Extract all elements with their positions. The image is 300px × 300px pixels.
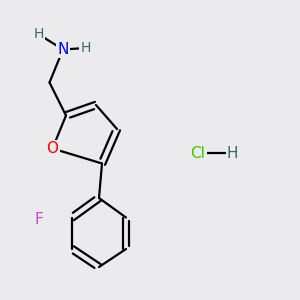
Text: Cl: Cl: [190, 146, 206, 160]
Text: N: N: [57, 42, 69, 57]
Text: H: H: [227, 146, 238, 160]
Text: O: O: [46, 141, 58, 156]
Text: H: H: [80, 41, 91, 55]
Text: H: H: [34, 28, 44, 41]
Text: F: F: [34, 212, 43, 226]
